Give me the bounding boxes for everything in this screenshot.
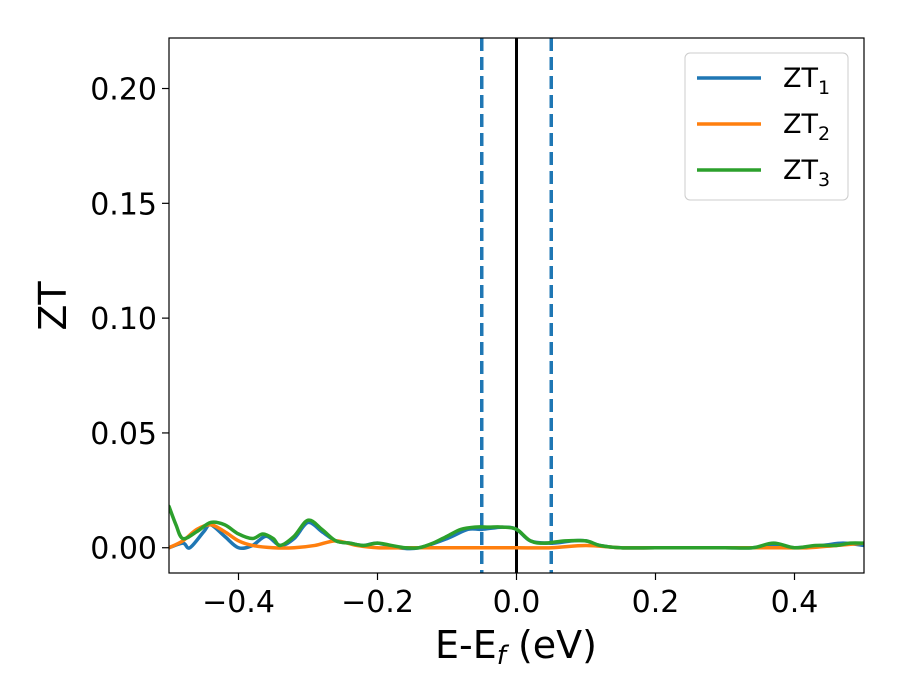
y-axis-ticks: 0.00 0.05 0.10 0.15 0.20 — [90, 73, 169, 567]
x-tick-label: 0.4 — [771, 585, 819, 620]
legend: ZT1 ZT2 ZT3 — [684, 52, 849, 201]
x-tick-label: 0.2 — [632, 585, 680, 620]
y-tick-label: 0.10 — [90, 302, 157, 337]
x-tick-label: −0.4 — [202, 585, 275, 620]
reference-lines — [480, 38, 553, 573]
y-tick-label: 0.05 — [90, 417, 157, 452]
x-tick-label: 0.0 — [493, 585, 541, 620]
x-axis-ticks: −0.4 −0.2 0.0 0.2 0.4 — [202, 573, 818, 620]
legend-label-zt2: ZT2 — [783, 109, 830, 145]
y-tick-label: 0.15 — [90, 187, 157, 222]
series-lines — [169, 504, 864, 551]
x-axis-label: E-Ef (eV) — [435, 623, 597, 671]
y-tick-label: 0.20 — [90, 73, 157, 108]
legend-label-zt3: ZT3 — [783, 155, 830, 191]
legend-label-zt1: ZT1 — [783, 63, 830, 99]
legend-box — [684, 52, 849, 201]
y-axis-label: ZT — [31, 281, 75, 331]
y-tick-label: 0.00 — [90, 532, 157, 567]
series-line-zt3 — [169, 504, 864, 550]
x-tick-label: −0.2 — [341, 585, 414, 620]
